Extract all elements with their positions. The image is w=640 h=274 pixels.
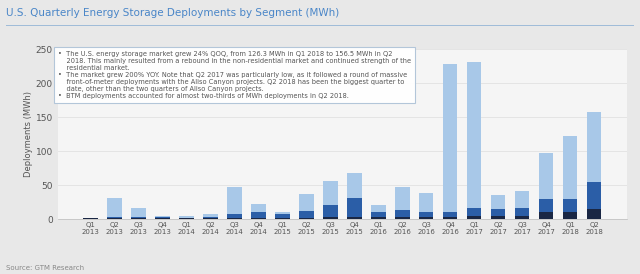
Bar bbox=[491, 195, 506, 209]
Bar bbox=[443, 212, 458, 217]
Bar bbox=[419, 193, 433, 212]
Bar bbox=[179, 218, 194, 219]
Bar bbox=[252, 212, 266, 218]
Bar bbox=[252, 218, 266, 219]
Bar bbox=[419, 212, 433, 217]
Bar bbox=[131, 208, 146, 217]
Bar bbox=[371, 217, 385, 219]
Bar bbox=[108, 218, 122, 219]
Bar bbox=[204, 214, 218, 217]
Bar bbox=[515, 208, 529, 216]
Bar bbox=[323, 181, 338, 205]
Bar bbox=[275, 218, 290, 219]
Bar bbox=[323, 217, 338, 219]
Bar bbox=[587, 112, 602, 182]
Bar bbox=[467, 62, 481, 208]
Bar bbox=[395, 210, 410, 217]
Bar bbox=[491, 209, 506, 216]
Bar bbox=[515, 191, 529, 208]
Bar bbox=[371, 205, 385, 212]
Text: U.S. Quarterly Energy Storage Deployments by Segment (MWh): U.S. Quarterly Energy Storage Deployment… bbox=[6, 8, 340, 18]
Bar bbox=[300, 194, 314, 211]
Bar bbox=[83, 218, 98, 219]
Bar bbox=[467, 208, 481, 216]
Bar bbox=[108, 217, 122, 218]
Bar bbox=[204, 218, 218, 219]
Bar bbox=[419, 217, 433, 219]
Bar bbox=[563, 199, 577, 212]
Bar bbox=[204, 217, 218, 218]
Bar bbox=[156, 217, 170, 218]
Text: Source: GTM Research: Source: GTM Research bbox=[6, 265, 84, 271]
Bar bbox=[371, 212, 385, 217]
Bar bbox=[539, 212, 554, 219]
Bar bbox=[300, 211, 314, 218]
Bar bbox=[156, 216, 170, 217]
Bar bbox=[347, 198, 362, 217]
Bar bbox=[515, 216, 529, 219]
Bar bbox=[227, 187, 242, 215]
Bar bbox=[563, 136, 577, 199]
Bar bbox=[587, 182, 602, 209]
Bar bbox=[131, 217, 146, 218]
Bar bbox=[395, 187, 410, 210]
Bar bbox=[395, 217, 410, 219]
Bar bbox=[323, 205, 338, 217]
Bar bbox=[252, 204, 266, 212]
Bar bbox=[443, 217, 458, 219]
Bar bbox=[275, 215, 290, 218]
Bar bbox=[563, 212, 577, 219]
Bar bbox=[300, 218, 314, 219]
Bar bbox=[443, 64, 458, 212]
Bar bbox=[227, 215, 242, 218]
Bar bbox=[275, 212, 290, 215]
Bar bbox=[467, 216, 481, 219]
Text: •  The U.S. energy storage market grew 24% QOQ, from 126.3 MWh in Q1 2018 to 156: • The U.S. energy storage market grew 24… bbox=[58, 51, 411, 99]
Bar bbox=[587, 209, 602, 219]
Bar bbox=[156, 218, 170, 219]
Bar bbox=[227, 218, 242, 219]
Y-axis label: Deployments (MWh): Deployments (MWh) bbox=[24, 91, 33, 177]
Bar bbox=[491, 216, 506, 219]
Bar bbox=[108, 198, 122, 217]
Bar bbox=[347, 217, 362, 219]
Bar bbox=[347, 173, 362, 198]
Bar bbox=[539, 153, 554, 199]
Bar bbox=[131, 218, 146, 219]
Bar bbox=[179, 216, 194, 218]
Bar bbox=[539, 199, 554, 212]
